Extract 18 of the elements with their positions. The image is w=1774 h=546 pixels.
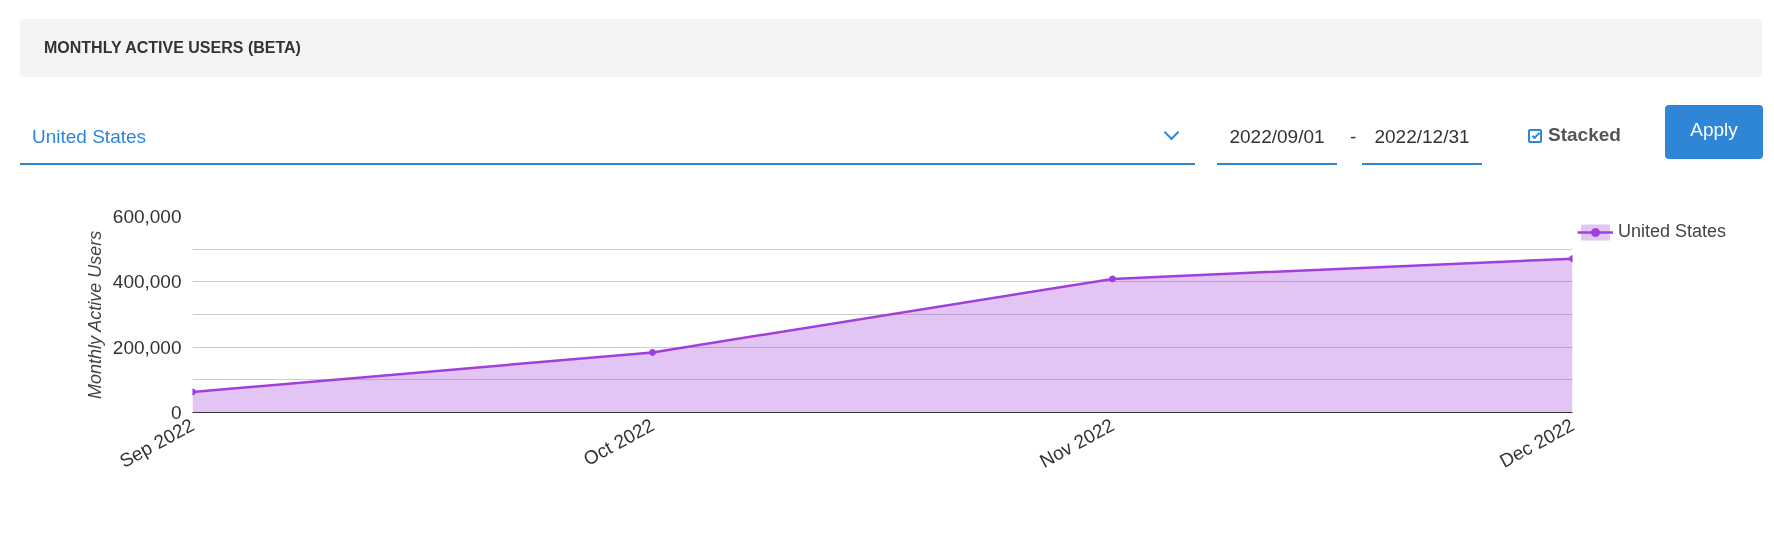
y-tick-label: 200,000: [112, 336, 182, 358]
text: Stacked: [1547, 123, 1621, 147]
y-axis-title: Monthly Active Users: [84, 230, 105, 400]
text: 2022/12/31: [1362, 123, 1482, 165]
point: [1109, 275, 1116, 283]
text: Apply: [1665, 105, 1763, 159]
text: United States: [20, 123, 1195, 165]
point: [649, 348, 656, 356]
text: -: [1350, 125, 1357, 149]
text: 2022/09/01: [1217, 123, 1337, 165]
y-tick-label: 0: [170, 402, 182, 423]
chart-title: MONTHLY ACTIVE USERS (BETA): [20, 19, 1762, 77]
y-tick-label: 600,000: [112, 206, 182, 227]
x-tick-label: Dec 2022: [1496, 414, 1578, 472]
legend-label: United States: [1618, 221, 1727, 242]
x-tick-label: Oct 2022: [579, 414, 658, 470]
x-tick-label: Nov 2022: [1036, 414, 1118, 472]
y-tick-label: 400,000: [112, 271, 182, 293]
